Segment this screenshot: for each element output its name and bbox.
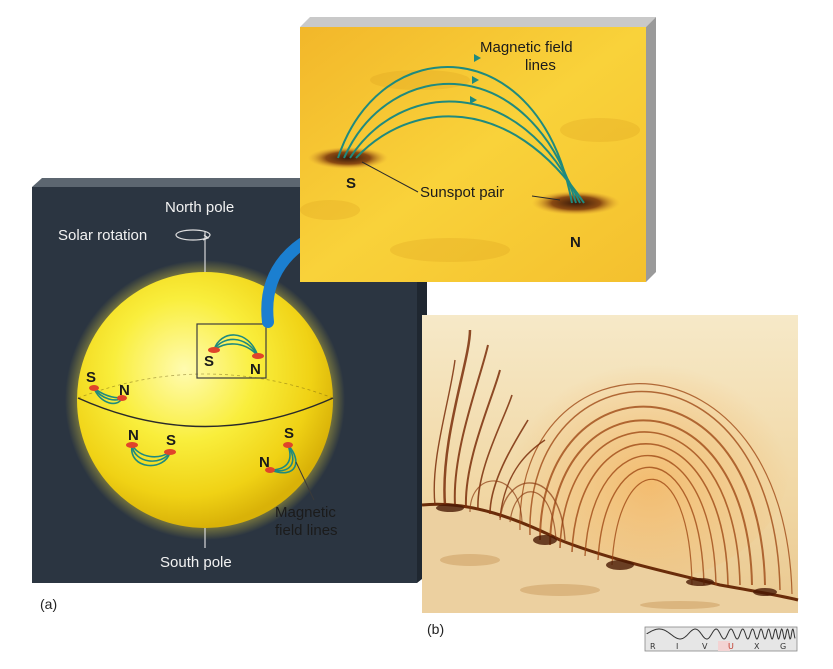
inset-region-box: [196, 323, 267, 379]
sunspot-pair-bottom: [126, 442, 176, 467]
spectrum-band-x: X: [754, 642, 760, 651]
inset-panel: [300, 17, 656, 282]
inset-s-label: S: [346, 175, 357, 192]
solar-rotation-label: Solar rotation: [58, 227, 148, 244]
spectrum-band-v: V: [702, 642, 708, 651]
spectrum-band-i: I: [676, 642, 679, 651]
equator-line: [77, 397, 334, 428]
spectrum-scale-bar: [644, 626, 798, 652]
globe-inset-s: S: [204, 353, 215, 370]
magnetic-label-line1: Magnetic: [275, 504, 336, 521]
north-pole-label: North pole: [165, 199, 235, 216]
rotation-icon: [175, 229, 211, 241]
globe-bottom-s: S: [166, 432, 177, 449]
caption-b: (b): [427, 621, 445, 637]
inset-field-label-line1: Magnetic field: [480, 39, 573, 56]
globe-inset-n: N: [250, 361, 261, 378]
globe-bottom-n: N: [128, 427, 139, 444]
magnetic-label-line2: field lines: [275, 522, 338, 539]
globe-right-s: S: [284, 425, 295, 442]
sunspot-pair-right: [265, 442, 297, 474]
sunspot-s-inset: [308, 147, 388, 169]
south-pole-label: South pole: [160, 554, 232, 571]
globe-right-n: N: [259, 454, 270, 471]
field-lines-pointer: [295, 461, 315, 501]
caption-a: (a): [40, 596, 58, 612]
sunspot-pair-label: Sunspot pair: [420, 184, 505, 201]
spectrum-band-r: R: [650, 642, 656, 651]
spectrum-band-u: U: [728, 642, 734, 651]
sunspot-pair-inset: [208, 334, 264, 359]
sunspot-pair-left: [89, 385, 127, 405]
inset-n-label: N: [570, 234, 581, 251]
inset-field-label-line2: lines: [525, 57, 556, 74]
coronal-loops-image: [421, 315, 799, 613]
globe-left-s: S: [86, 369, 97, 386]
visible-band-highlight: [718, 641, 730, 651]
globe-left-n: N: [119, 382, 130, 399]
spectrum-band-g: G: [780, 642, 787, 651]
